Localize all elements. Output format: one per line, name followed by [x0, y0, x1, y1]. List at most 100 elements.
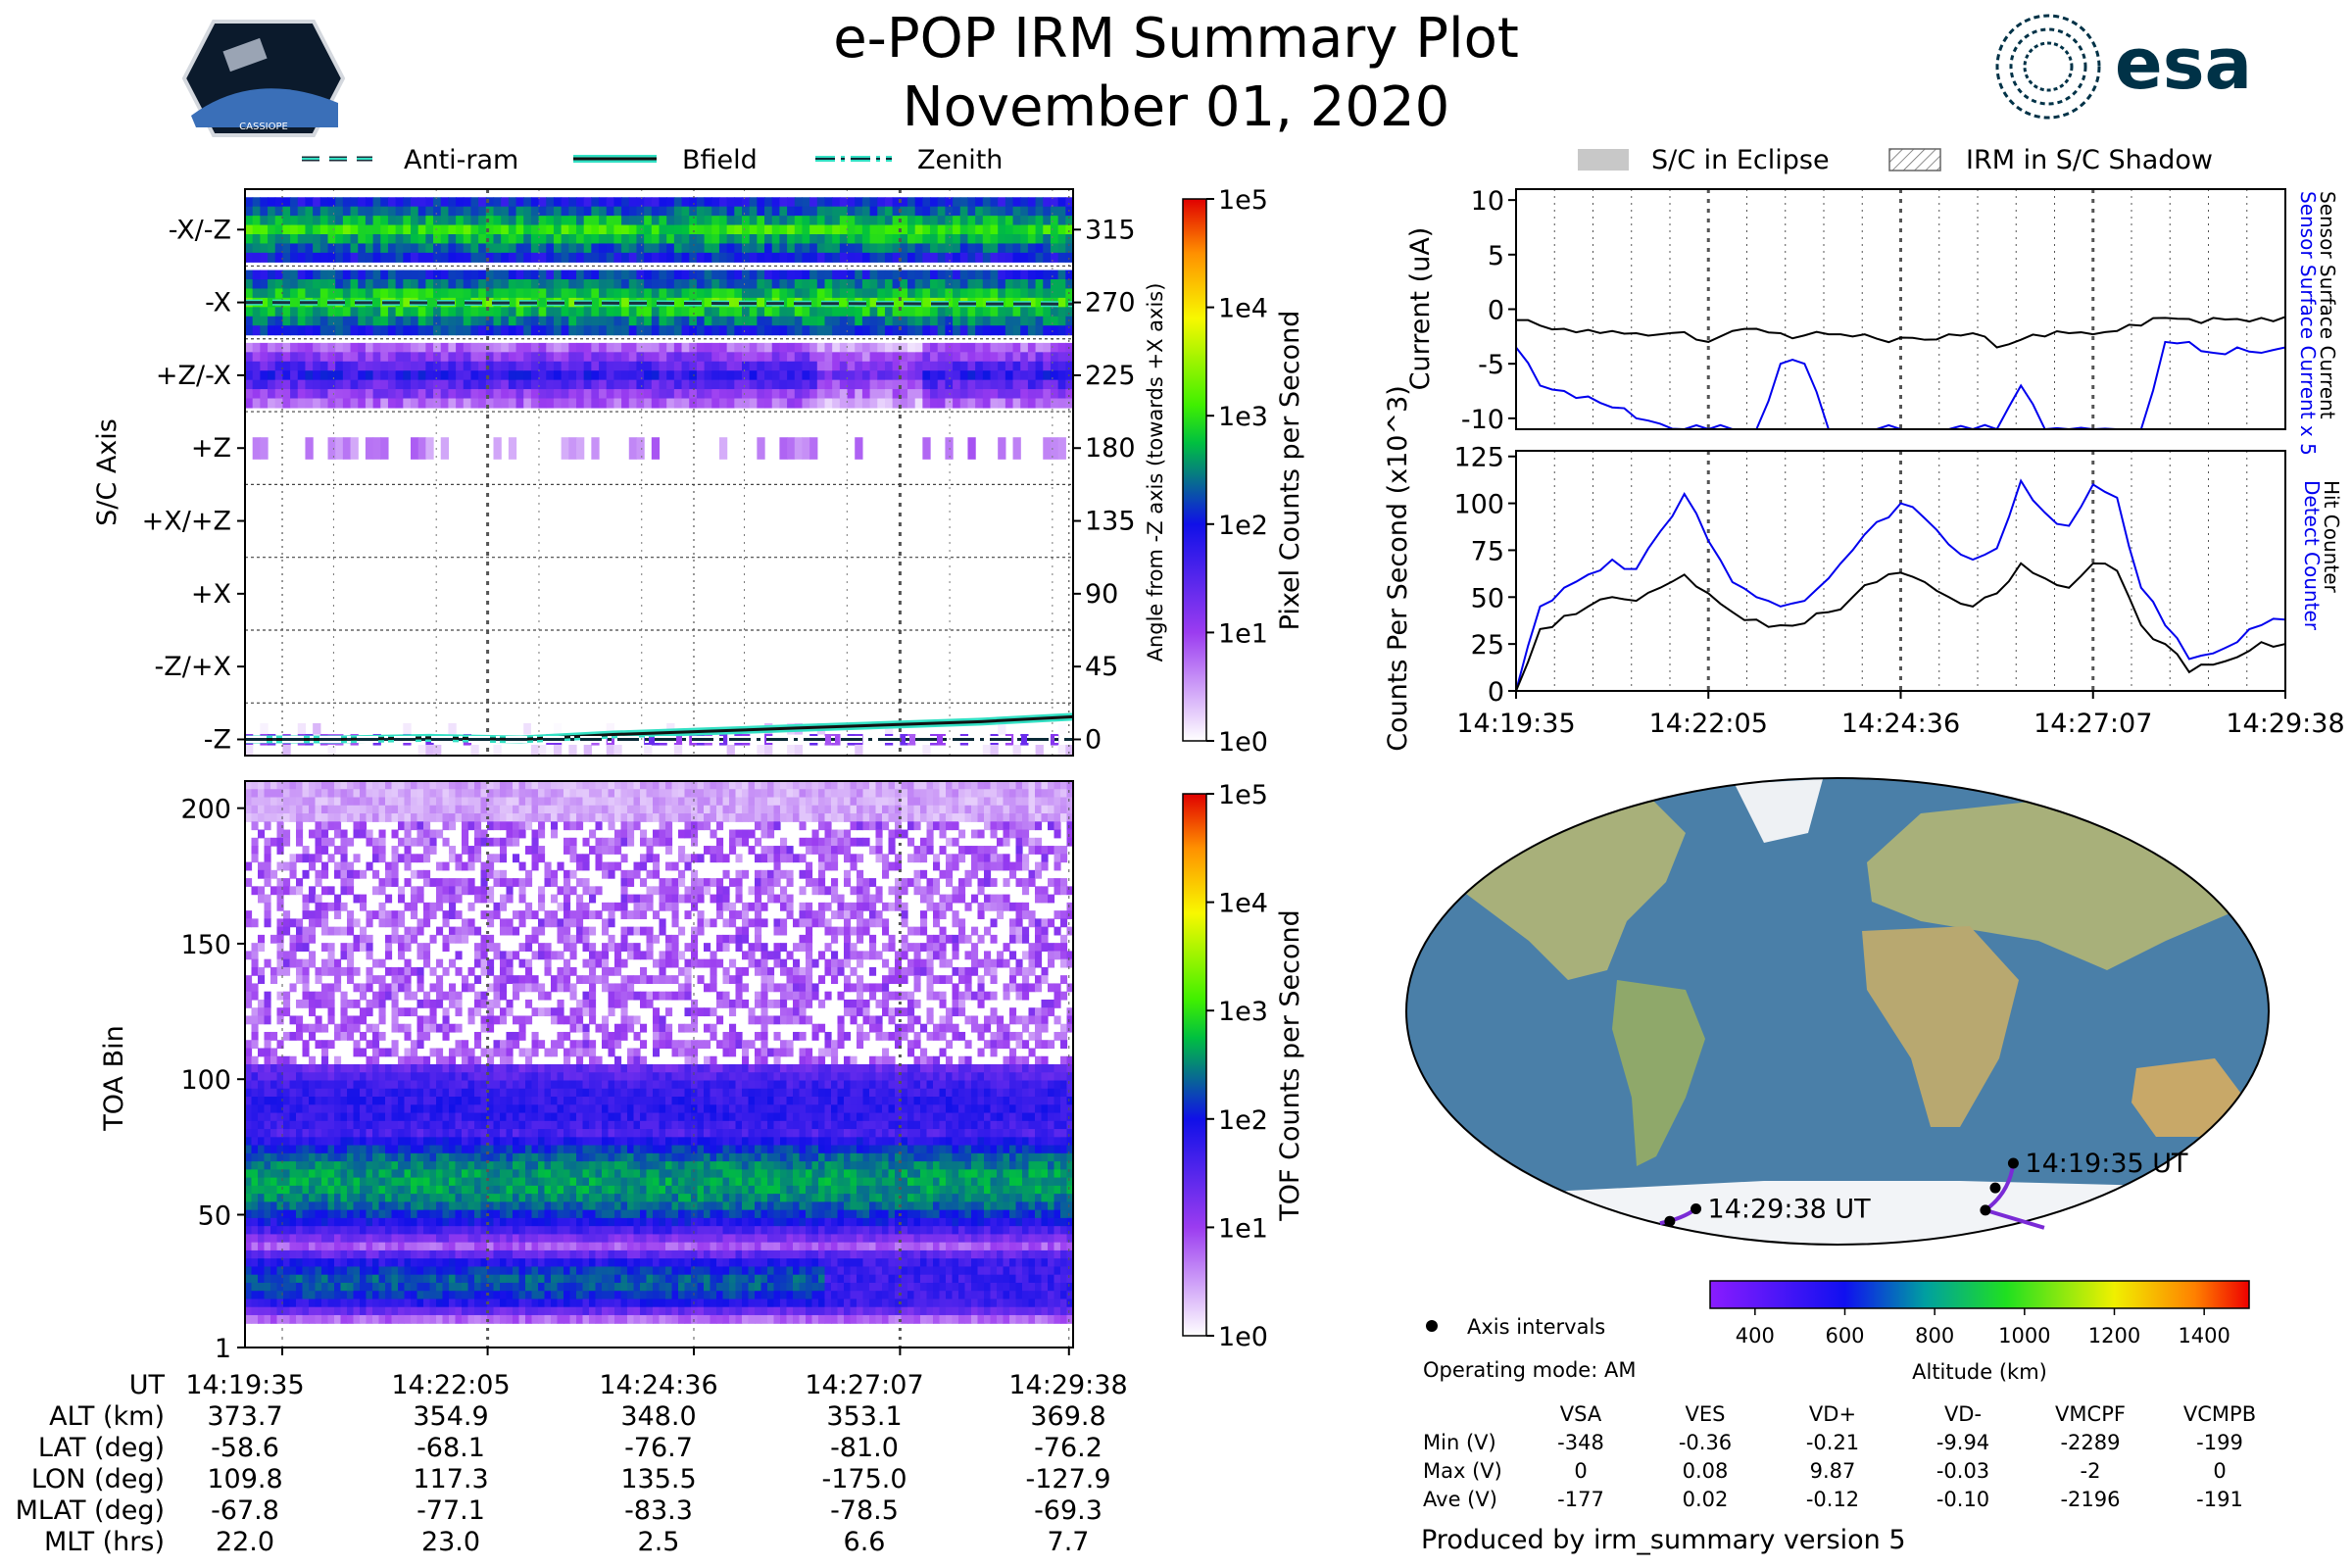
pixel-cell [553, 370, 563, 381]
pixel-cell [274, 216, 284, 226]
tof-cell [347, 1152, 355, 1162]
tof-cell [353, 1274, 361, 1284]
pixel-cell [327, 389, 336, 400]
tof-cell [366, 951, 373, 960]
pixel-cell [975, 389, 984, 400]
pixel-cell [884, 197, 894, 208]
pixel-cell [990, 288, 999, 299]
pixel-cell [1027, 279, 1037, 290]
pixel-cell [568, 325, 577, 336]
tof-cell [309, 1306, 317, 1316]
pixel-cell [305, 252, 314, 263]
pixel-cell [268, 224, 276, 235]
tof-cell [531, 1007, 539, 1017]
pixel-cell [726, 342, 735, 353]
tof-cell [270, 1258, 278, 1268]
tof-cell [391, 1209, 399, 1219]
pixel-cell [411, 288, 419, 299]
tof-cell [245, 1152, 253, 1162]
pixel-cell [704, 279, 712, 290]
tof-cell [449, 846, 457, 855]
tof-cell [487, 1250, 495, 1259]
tof-cell [474, 943, 482, 952]
pixel-cell [861, 270, 871, 280]
tof-cell [334, 1298, 342, 1308]
tof-cell [455, 1007, 463, 1017]
pixel-cell [900, 197, 908, 208]
tof-cell [480, 1209, 488, 1219]
tof-cell [487, 1217, 495, 1227]
pixel-cell [711, 370, 720, 381]
tof-cell [245, 805, 253, 814]
tof-cell [360, 902, 368, 911]
pixel-cbar-tick-label: 1e5 [1218, 185, 1268, 216]
tof-cell [289, 1266, 297, 1276]
tof-cell [296, 805, 304, 814]
pixel-cell [546, 744, 555, 756]
tof-cell [513, 1234, 520, 1244]
pixel-cell [365, 234, 374, 245]
pixel-cell [967, 216, 976, 226]
pixel-cell [613, 352, 622, 363]
pixel-cell [990, 361, 999, 371]
tof-cell [518, 1129, 526, 1138]
pixel-cell [967, 288, 976, 299]
tof-cell [455, 1177, 463, 1187]
pixel-cell [508, 437, 517, 460]
tof-cell [353, 789, 361, 799]
tof-cell [525, 1145, 533, 1154]
pixel-cell [937, 325, 947, 336]
tof-cell [340, 1209, 348, 1219]
pixel-cell [448, 197, 457, 208]
tof-cell [474, 1120, 482, 1130]
tof-cell [334, 781, 342, 790]
pixel-cell [651, 437, 661, 460]
pixel-cell [742, 325, 751, 336]
pixel-cell [802, 234, 810, 245]
pixel-cell [998, 270, 1006, 280]
pixel-cell [953, 370, 961, 381]
pixel-cell [718, 389, 728, 400]
tof-cell [360, 821, 368, 831]
tof-cell [276, 1129, 284, 1138]
pixel-cell [816, 398, 826, 409]
tof-cell [372, 1112, 380, 1122]
pixel-cell [313, 279, 321, 290]
tof-cell [487, 821, 495, 831]
tof-cell [327, 1274, 335, 1284]
tof-cell [442, 1112, 450, 1122]
pixel-cell [274, 361, 284, 371]
tof-cell [455, 805, 463, 814]
pixel-cell [861, 279, 871, 290]
pixel-cell [824, 379, 833, 390]
tof-cell [442, 1258, 450, 1268]
tof-cell [340, 1097, 348, 1105]
tof-cell [442, 1242, 450, 1251]
pixel-cell [1012, 224, 1021, 235]
tof-cell [391, 813, 399, 822]
pixel-cell [673, 370, 683, 381]
pixel-cell [689, 234, 698, 245]
pixel-cell [884, 307, 894, 318]
tof-cell [411, 1250, 418, 1259]
pixel-cell [794, 224, 804, 235]
tof-cell [391, 1088, 399, 1098]
tof-cell [372, 1137, 380, 1147]
tof-cell [309, 886, 317, 896]
tof-cell [340, 1242, 348, 1251]
pixel-cell [998, 370, 1006, 381]
tof-cell [340, 966, 348, 976]
tof-cell [283, 1282, 291, 1292]
pixel-cell [599, 234, 608, 245]
tof-cell [513, 854, 520, 863]
tof-cell [353, 1104, 361, 1114]
pixel-axis-labels: -X/-Z 315-X 270+Z/-X 225+Z 180+X/+Z 135+X 90-Z… [142, 215, 1136, 755]
tof-cell [423, 805, 431, 814]
tof-cell [353, 1088, 361, 1098]
tof-cell [442, 1120, 450, 1130]
tof-cell [372, 797, 380, 807]
tof-cell [500, 1266, 508, 1276]
tof-cell [480, 1072, 488, 1082]
pixel-cell [538, 224, 547, 235]
pixel-ytick-label: -Z [204, 724, 231, 755]
